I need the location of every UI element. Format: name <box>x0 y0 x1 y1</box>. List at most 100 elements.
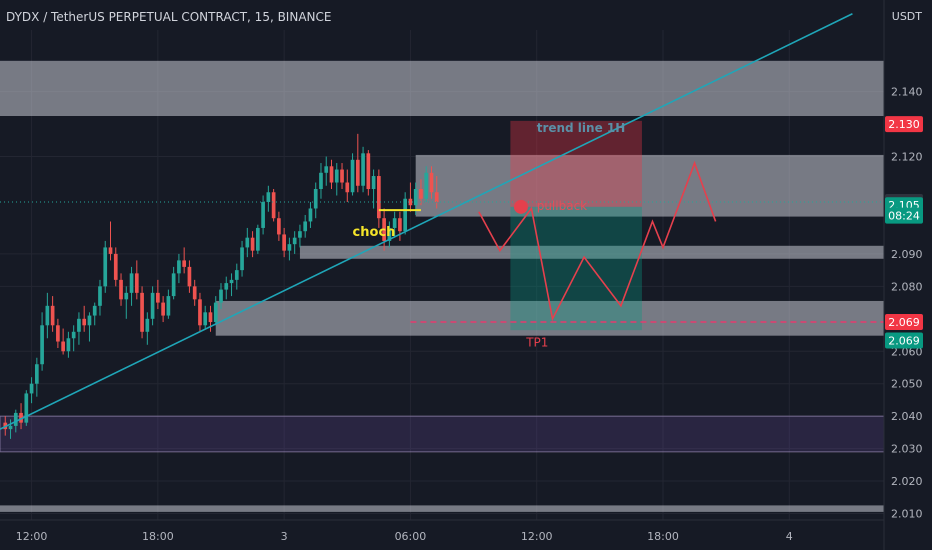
candles-layer <box>0 133 884 439</box>
candle-body <box>66 338 71 352</box>
price-label-text: 2.130 <box>888 118 920 131</box>
candle-body <box>392 218 397 228</box>
trendline-label: trend line 1H <box>537 121 626 135</box>
trendline-layer <box>0 13 853 430</box>
zones-layer <box>0 60 885 512</box>
candle-body <box>434 192 439 202</box>
candle-body <box>387 227 392 241</box>
candle-body <box>382 218 386 241</box>
candle-body <box>413 189 418 206</box>
y-tick-label: 2.040 <box>891 410 923 423</box>
candle-body <box>340 169 344 183</box>
candle-body <box>224 283 229 290</box>
candle-body <box>77 318 81 332</box>
candle-body <box>92 305 97 316</box>
x-tick-label: 06:00 <box>395 530 427 543</box>
candle-body <box>8 425 13 430</box>
candle-body <box>150 292 155 319</box>
candle-body <box>403 198 408 232</box>
candle-body <box>61 341 65 352</box>
candle-body <box>71 331 76 339</box>
x-tick-label: 4 <box>786 530 793 543</box>
candle-body <box>198 299 202 326</box>
candle-body <box>208 312 213 323</box>
price-label-green: 2.069 <box>885 332 923 349</box>
candle-body <box>156 292 160 303</box>
candle-body <box>245 237 250 248</box>
candle-body <box>140 292 144 332</box>
candle-body <box>108 247 113 254</box>
candle-body <box>45 305 50 326</box>
candle-body <box>250 237 255 251</box>
candle-body <box>129 273 134 293</box>
candle-body <box>324 166 329 173</box>
candle-body <box>24 393 29 423</box>
y-tick-label: 2.080 <box>891 280 923 293</box>
x-tick-label: 18:00 <box>647 530 679 543</box>
y-tick-label: 2.050 <box>891 378 923 391</box>
price-label-green: 08:24 <box>885 207 923 224</box>
candle-body <box>219 289 223 303</box>
candle-body <box>177 260 181 274</box>
candle-body <box>213 302 218 323</box>
candle-body <box>19 412 23 423</box>
zone-rect <box>0 505 884 512</box>
candle-body <box>303 221 308 232</box>
currency-unit-label: USDT <box>891 10 922 23</box>
candle-body <box>282 234 286 251</box>
candle-body <box>29 383 34 394</box>
take-profit-area <box>510 206 642 331</box>
candle-body <box>429 172 434 193</box>
projected-path <box>478 160 717 322</box>
price-label-red: 2.130 <box>885 116 923 133</box>
price-label-bg <box>885 116 923 133</box>
candle-body <box>134 273 139 293</box>
candle-body <box>56 325 60 342</box>
price-label-bg <box>885 332 923 349</box>
y-tick-label: 2.120 <box>891 151 923 164</box>
candle-body <box>377 176 381 219</box>
candle-body <box>345 182 350 193</box>
zone-rect <box>415 154 884 217</box>
candle-body <box>13 412 18 426</box>
candle-body <box>398 218 402 232</box>
candle-body <box>313 189 318 209</box>
candle-body <box>98 286 102 306</box>
pullback-marker <box>513 199 528 214</box>
candle-body <box>187 266 192 287</box>
candle-body <box>308 208 313 222</box>
candle-body <box>234 270 239 280</box>
candle-body <box>182 260 187 267</box>
candle-body <box>334 169 339 183</box>
candle-body <box>113 253 118 280</box>
candle-body <box>40 325 44 365</box>
x-tick-label: 3 <box>281 530 288 543</box>
candle-body <box>271 192 276 219</box>
candle-body <box>261 201 265 228</box>
candle-body <box>329 166 334 183</box>
candle-body <box>255 227 260 251</box>
candle-body <box>287 244 292 251</box>
position-box-layer <box>510 120 642 331</box>
candle-body <box>124 292 129 300</box>
candle-body <box>145 318 150 332</box>
candle-body <box>50 305 55 326</box>
candle-body <box>366 153 371 190</box>
candle-body <box>171 273 176 297</box>
candle-body <box>34 364 39 384</box>
candle-body <box>361 153 365 186</box>
annotations-layer: trend line 1H pullback choch TP1 <box>353 121 626 349</box>
y-tick-label: 2.030 <box>891 443 923 456</box>
candle-body <box>292 237 297 245</box>
zone-rect <box>0 60 884 116</box>
candle-body <box>355 159 360 186</box>
candle-body <box>277 218 281 235</box>
price-label-text: 2.069 <box>888 335 920 348</box>
candle-body <box>240 247 244 271</box>
choch-label: choch <box>353 225 396 240</box>
candle-body <box>350 159 355 193</box>
x-tick-label: 18:00 <box>142 530 174 543</box>
price-label-text: 08:24 <box>888 210 920 223</box>
